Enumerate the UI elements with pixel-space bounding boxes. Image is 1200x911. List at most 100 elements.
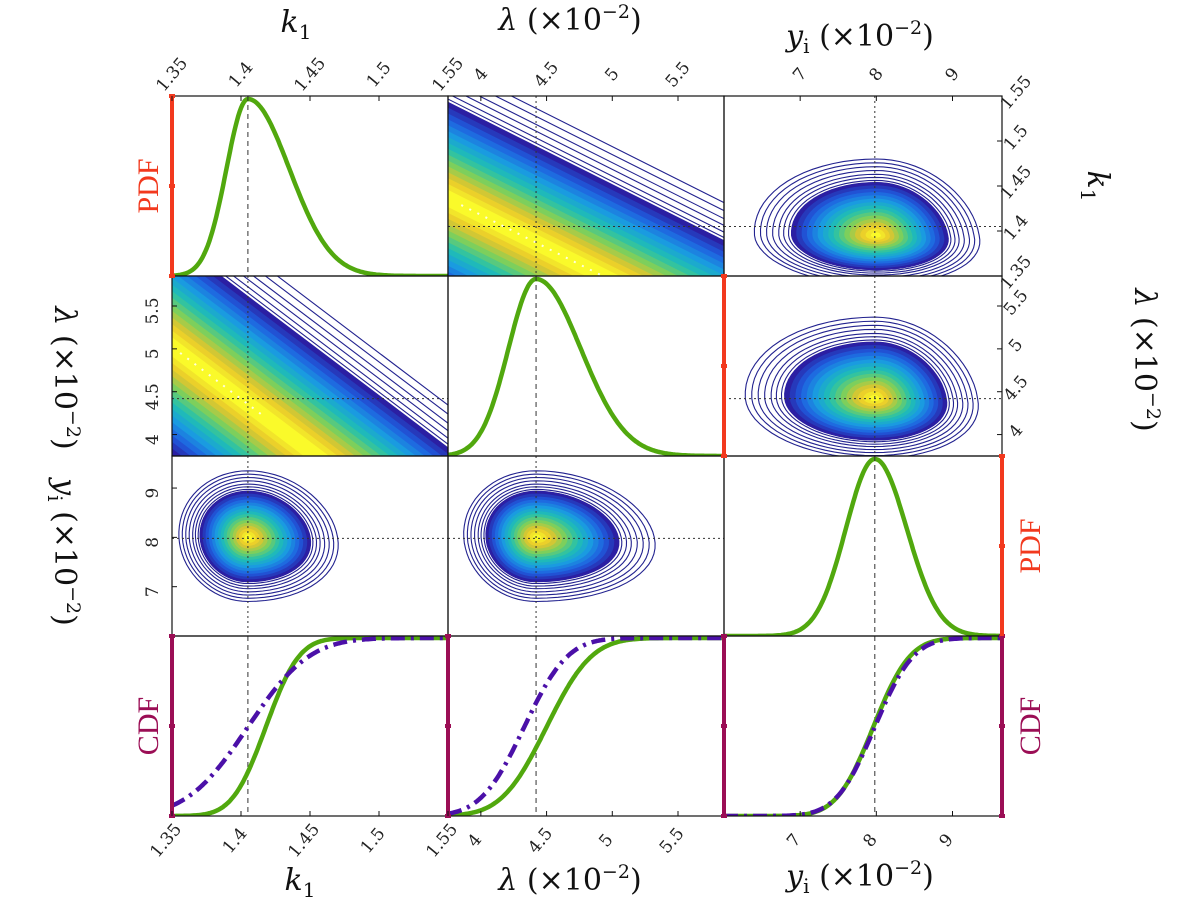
axis-symbol: y <box>47 476 82 496</box>
cdf-label-left: CDF <box>132 697 165 755</box>
right-label-lambda: λ (×10−2) <box>1127 287 1164 431</box>
tick-label-top-k1: 1.35 <box>152 54 192 96</box>
panel-r4-c3 <box>724 636 1002 816</box>
axis-exponent: −2 <box>602 1 630 23</box>
pdf-curve <box>448 276 724 456</box>
contour-fill <box>448 172 655 276</box>
contour-line <box>480 486 628 587</box>
bottom-label-k1: k1 <box>285 863 316 902</box>
contour-line <box>466 473 650 599</box>
contour-fill <box>172 324 347 456</box>
axis-subscript: i <box>803 874 809 898</box>
panel-r3-c2 <box>448 456 724 636</box>
contour-fill <box>871 232 881 238</box>
contour-line <box>477 483 632 590</box>
contour-line <box>759 162 976 276</box>
axis-subscript: i <box>43 495 67 501</box>
panel-frame <box>171 635 449 817</box>
panel-r1-c2 <box>448 96 724 276</box>
contour-line <box>188 480 326 593</box>
axis-scale: (×10 <box>47 502 82 587</box>
right-label-k1: k1 <box>1076 171 1115 202</box>
axis-scale: (×10 <box>517 863 602 898</box>
contour-line <box>185 476 330 596</box>
tick-label-top-k1: 1.45 <box>290 54 330 96</box>
cdf-curve-solid <box>724 636 1002 816</box>
tick-label-bottom-lambda: 4 <box>464 830 486 851</box>
top-label-lambda: λ (×10−2) <box>497 1 641 38</box>
pdf-curve <box>724 456 1002 636</box>
panel-frame <box>723 455 1003 637</box>
axis-scale-close: ) <box>1127 420 1162 432</box>
axis-exponent: −2 <box>894 857 922 879</box>
tick-label-top-lambda: 5.5 <box>662 58 695 92</box>
cdf-curve-solid <box>172 636 448 816</box>
tick-label-left-lambda: 5.5 <box>143 297 163 324</box>
axis-symbol: y <box>784 859 804 894</box>
axis-scale: (×10 <box>1127 307 1162 392</box>
cdf-curve-solid <box>448 636 724 816</box>
axis-exponent: −2 <box>62 410 84 438</box>
panel-grid <box>169 94 1005 818</box>
axis-symbol: k <box>1080 171 1115 189</box>
tick-label-left-lambda: 4 <box>143 434 163 445</box>
contour-line <box>780 339 950 443</box>
contour-line <box>483 488 623 585</box>
tick-label-bottom-lambda: 5.5 <box>656 824 689 858</box>
panel-r1-c3 <box>724 96 1002 276</box>
tick-label-left-lambda: 4.5 <box>143 383 163 410</box>
panel-r3-c1 <box>172 456 448 636</box>
axis-scale-close: ) <box>630 3 642 38</box>
panel-frame <box>171 95 449 277</box>
panel-r3-c3 <box>724 456 1002 636</box>
tick-label-top-lambda: 4 <box>470 64 492 85</box>
tick-label-bottom-k1: 1.45 <box>284 820 324 862</box>
tick-label-left-yi: 9 <box>143 488 163 499</box>
contour-line <box>751 320 974 456</box>
tick-label-right-lambda: 5.5 <box>1000 286 1033 320</box>
cdf-curve-dashdot <box>724 636 1002 816</box>
tick-label-top-k1: 1.55 <box>428 54 468 96</box>
tick-label-top-lambda: 5 <box>601 64 623 85</box>
contour-fill <box>448 183 632 276</box>
axis-scale: (×10 <box>517 3 602 38</box>
panel-r4-c2 <box>448 636 724 816</box>
bottom-label-yi: yi (×10−2) <box>784 857 934 898</box>
tick-label-bottom-lambda: 5 <box>595 830 617 851</box>
axis-symbol: λ <box>497 3 517 38</box>
contour-line <box>766 166 971 276</box>
tick-label-bottom-k1: 1.5 <box>357 824 390 858</box>
tick-label-bottom-k1: 1.35 <box>146 820 186 862</box>
axis-scale: (×10 <box>47 325 82 410</box>
tick-label-top-yi: 8 <box>865 64 887 85</box>
axis-scale-close: ) <box>47 438 82 450</box>
axis-symbol: λ <box>497 863 517 898</box>
tick-label-bottom-yi: 9 <box>936 830 958 851</box>
tick-label-bottom-lambda: 4.5 <box>524 824 557 858</box>
panel-r2-c1 <box>172 276 448 456</box>
axis-symbol: k <box>285 863 303 898</box>
axis-scale: (×10 <box>810 19 895 54</box>
contour-line <box>181 473 335 599</box>
tick-label-top-lambda: 4.5 <box>530 58 563 92</box>
contour-line <box>772 169 965 276</box>
top-label-yi: yi (×10−2) <box>784 17 934 58</box>
cdf-label-right: CDF <box>1014 697 1047 755</box>
tick-label-right-lambda: 4 <box>1005 421 1027 442</box>
contour-line <box>753 158 981 276</box>
axis-subscript: i <box>803 34 809 58</box>
contour-fill <box>448 189 620 276</box>
axis-scale-close: ) <box>47 614 82 626</box>
tick-label-top-k1: 1.5 <box>363 58 396 92</box>
tick-label-right-k1: 1.5 <box>1000 121 1033 155</box>
axis-symbol: y <box>784 19 804 54</box>
axis-scale-close: ) <box>630 863 642 898</box>
axis-exponent: −2 <box>602 861 630 883</box>
tick-label-right-k1: 1.4 <box>1000 211 1033 245</box>
contour-line <box>474 480 638 593</box>
panel-r2-c3 <box>724 276 1002 456</box>
tick-label-left-yi: 8 <box>143 537 163 548</box>
panel-r4-c1 <box>172 636 448 816</box>
contour-line <box>788 179 952 272</box>
